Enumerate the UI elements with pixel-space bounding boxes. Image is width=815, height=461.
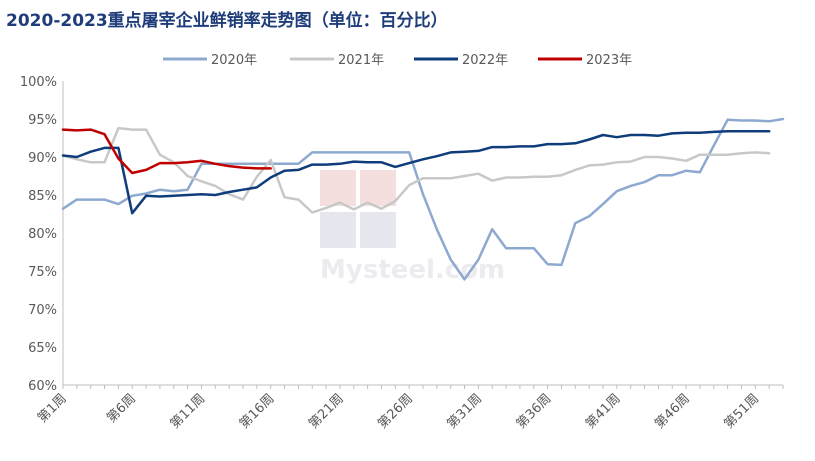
legend-label: 2021年 (338, 53, 384, 68)
chart-legend: 2020年 2021年 2022年 2023年 (163, 53, 632, 68)
y-tick-label: 60% (28, 379, 57, 394)
watermark-logo-block (360, 170, 396, 206)
x-tick-label: 第46周 (652, 391, 693, 432)
y-tick-label: 85% (28, 189, 57, 204)
legend-label: 2020年 (211, 53, 257, 68)
legend-label: 2022年 (462, 53, 508, 68)
y-tick-label: 100% (20, 75, 57, 90)
watermark-logo-block (360, 212, 396, 248)
series-line-2022年 (61, 129, 771, 215)
watermark-logo-block (320, 170, 356, 206)
series-lines (61, 117, 785, 281)
y-tick-label: 65% (28, 341, 57, 356)
legend-label: 2023年 (586, 53, 632, 68)
series-line-2020年 (61, 117, 785, 281)
x-tick-label: 第21周 (306, 391, 347, 432)
x-tick-label: 第41周 (583, 391, 624, 432)
chart-title: 2020-2023重点屠宰企业鲜销率走势图（单位：百分比） (6, 11, 448, 31)
x-tick-label: 第1周 (35, 391, 70, 426)
x-tick-label: 第36周 (514, 391, 555, 432)
x-tick-label: 第11周 (168, 391, 209, 432)
y-axis-ticks: 60% 65% 70% 75% 80% 85% 90% 95% 100% (20, 75, 57, 394)
y-tick-label: 70% (28, 303, 57, 318)
watermark-logo-block (320, 212, 356, 248)
x-tick-label: 第16周 (237, 391, 278, 432)
y-tick-label: 80% (28, 227, 57, 242)
series-line-2023年 (61, 128, 272, 175)
x-tick-label: 第6周 (104, 391, 139, 426)
x-tick-label: 第51周 (721, 391, 762, 432)
y-tick-label: 95% (28, 113, 57, 128)
y-tick-label: 75% (28, 265, 57, 280)
mysteel-watermark: Mysteel.com (320, 170, 505, 285)
series-line-2021年 (61, 126, 771, 214)
x-axis-ticks: 第1周 第6周 第11周 第16周 第21周 第26周 第31周 第36周 第41周 第46周 第5… (35, 385, 784, 432)
x-tick-label: 第26周 (375, 391, 416, 432)
x-tick-label: 第31周 (445, 391, 486, 432)
watermark-text: Mysteel.com (320, 255, 505, 285)
chart-axes (62, 81, 783, 386)
y-tick-label: 90% (28, 151, 57, 166)
